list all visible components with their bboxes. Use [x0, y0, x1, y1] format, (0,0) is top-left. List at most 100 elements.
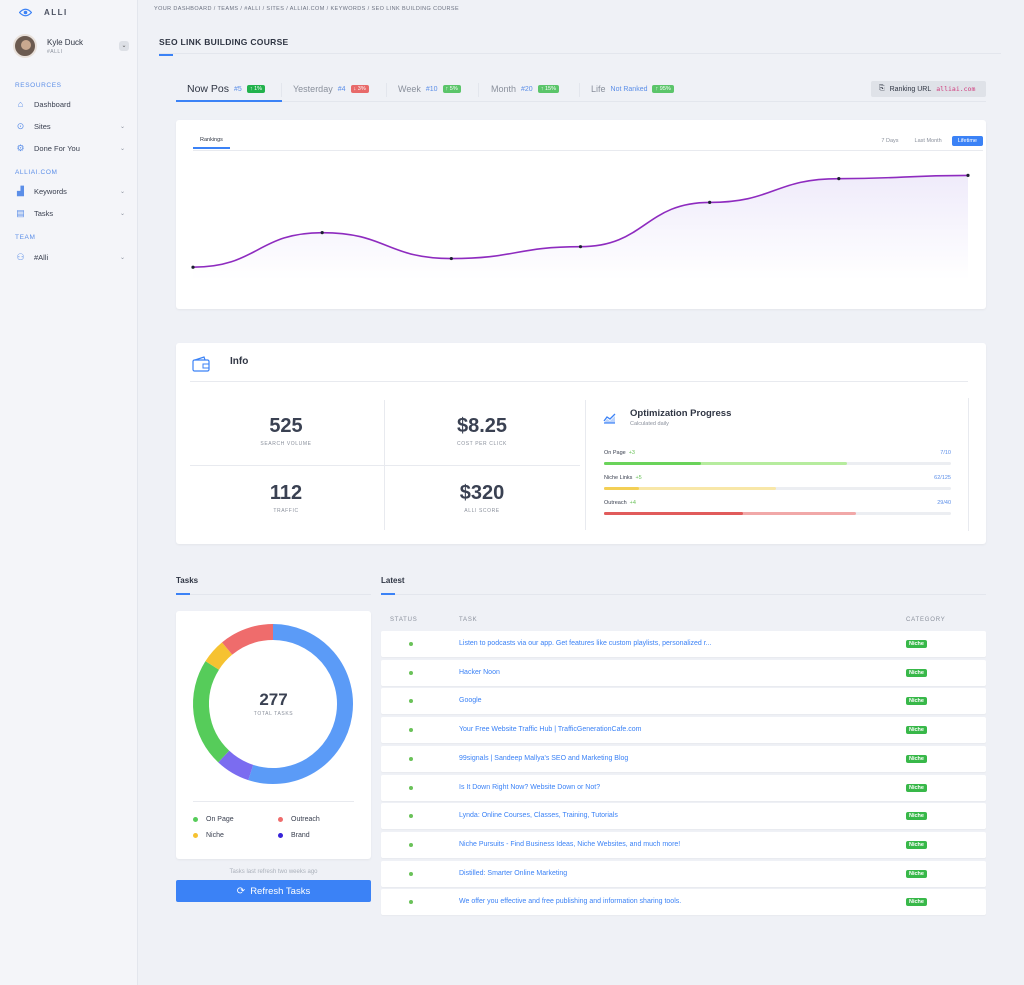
divider [176, 594, 371, 595]
sidebar-item-keywords[interactable]: ▟ Keywords ⌄ [15, 184, 125, 198]
divider [159, 53, 1001, 54]
table-row[interactable]: Google Niche [381, 688, 986, 715]
optimization-title: Optimization Progress [630, 408, 732, 419]
donut-segment-other[interactable] [218, 750, 254, 781]
tab-rankings[interactable]: Rankings [193, 137, 230, 149]
people-icon: ⚇ [16, 251, 25, 262]
refresh-icon: ⟳ [236, 885, 246, 897]
stat-traffic: 112 TRAFFIC [269, 482, 303, 514]
status-dot [409, 670, 413, 675]
tab-month[interactable]: Month #20 ↑ 15% [491, 84, 559, 94]
column-header-category[interactable]: CATEGORY [906, 617, 946, 623]
donut-segment-on-page[interactable] [193, 661, 230, 763]
legend-dot [193, 817, 198, 822]
stat-alli-score: $320 ALLI SCORE [459, 482, 505, 514]
progress-niche-links: Niche Links +5 62/125 [604, 475, 951, 490]
range-last-month[interactable]: Last Month [914, 138, 942, 144]
clipboard-icon: ▤ [16, 207, 25, 218]
task-link[interactable]: Niche Pursuits - Find Business Ideas, Ni… [459, 840, 681, 848]
table-row[interactable]: Your Free Website Traffic Hub | TrafficG… [381, 717, 986, 744]
change-badge: ↑ 1% [246, 85, 266, 93]
column-header-status[interactable]: STATUS [390, 617, 418, 623]
table-row[interactable]: 99signals | Sandeep Mallya's SEO and Mar… [381, 745, 986, 772]
rocket-icon: ⚙ [16, 142, 25, 153]
breadcrumb[interactable]: YOUR DASHBOARD / TEAMS / #ALLI / SITES /… [154, 6, 460, 12]
sidebar-item-tasks[interactable]: ▤ Tasks ⌄ [16, 207, 125, 218]
column-header-task[interactable]: TASK [459, 617, 478, 623]
donut-segment-outreach[interactable] [222, 624, 274, 655]
data-point[interactable] [837, 177, 841, 181]
table-row[interactable]: Hacker Noon Niche [381, 659, 986, 686]
table-row[interactable]: Niche Pursuits - Find Business Ideas, Ni… [381, 831, 986, 858]
status-dot [409, 871, 413, 876]
category-badge: Niche [906, 640, 927, 648]
sidebar-item-alli[interactable]: ⚇ #Alli ⌄ [16, 251, 125, 262]
data-point[interactable] [320, 231, 324, 235]
status-dot [409, 642, 413, 646]
data-point[interactable] [708, 200, 712, 204]
tasks-title: Tasks [176, 576, 199, 585]
legend-on-page: On Page [193, 816, 234, 823]
sidebar-item-done-for-you[interactable]: ⚙ Done For You ⌄ [16, 142, 125, 153]
range-7-days[interactable]: 7 Days [881, 138, 899, 144]
task-link[interactable]: Is It Down Right Now? Website Down or No… [459, 783, 601, 791]
sidebar-item-sites[interactable]: ⊙ Sites ⌄ [16, 120, 125, 131]
section-resources: RESOURCES [15, 82, 62, 89]
active-tab-underline [176, 100, 282, 102]
section-team: TEAM [15, 234, 36, 241]
user-team: #ALLI [47, 49, 63, 55]
category-badge: Niche [906, 812, 927, 821]
progress-bar [604, 462, 951, 465]
chart-icon: ▟ [17, 185, 24, 196]
data-point[interactable] [449, 256, 453, 261]
task-link[interactable]: Distilled: Smarter Online Marketing [459, 869, 568, 877]
refresh-tasks-button[interactable]: ⟳ Refresh Tasks [176, 880, 371, 902]
total-tasks-value: 277 [259, 690, 288, 709]
task-link[interactable]: Listen to podcasts via our app. Get feat… [459, 640, 712, 647]
divider [190, 381, 968, 382]
donut-segment-niche[interactable] [205, 642, 233, 670]
chevron-down-icon: ⌄ [119, 145, 125, 152]
task-link[interactable]: Lynda: Online Courses, Classes, Training… [459, 812, 618, 820]
chevron-down-icon: ⌄ [119, 188, 125, 195]
status-dot [409, 842, 413, 847]
table-row[interactable]: Listen to podcasts via our app. Get feat… [381, 631, 986, 657]
table-row[interactable]: Distilled: Smarter Online Marketing Niche [381, 860, 986, 887]
sidebar: ALLI Kyle Duck #ALLI ⌄ RESOURCES ⌂ Dashbo… [0, 0, 138, 985]
tab-now-pos[interactable]: Now Pos #5 ↑ 1% [187, 83, 266, 95]
change-badge: ↓ 3% [350, 85, 369, 93]
tab-yesterday[interactable]: Yesterday #4 ↓ 3% [293, 84, 369, 94]
progress-bar [604, 487, 951, 490]
legend-dot [278, 817, 283, 822]
divider [193, 150, 983, 151]
donut-segment-brand[interactable] [248, 624, 353, 784]
data-point[interactable] [191, 265, 195, 269]
range-lifetime[interactable]: Lifetime [951, 136, 983, 146]
data-point[interactable] [966, 173, 970, 177]
legend-niche: Niche [193, 832, 224, 839]
tab-life[interactable]: Life Not Ranked ↑ 95% [591, 84, 674, 94]
chevron-down-icon[interactable]: ⌄ [119, 41, 129, 51]
task-link[interactable]: Google [459, 697, 482, 705]
progress-fill [604, 487, 639, 490]
app-logo[interactable]: ALLI [19, 8, 68, 17]
tab-week[interactable]: Week #10 ↑ 5% [398, 84, 461, 94]
legend-outreach: Outreach [278, 816, 320, 823]
sidebar-item-dashboard[interactable]: ⌂ Dashboard [15, 97, 125, 111]
stat-cost-per-click: $8.25 COST PER CLICK [456, 415, 508, 447]
task-link[interactable]: Hacker Noon [459, 668, 500, 676]
task-link[interactable]: Your Free Website Traffic Hub | TrafficG… [459, 726, 642, 734]
task-link[interactable]: We offer you effective and free publishi… [459, 898, 682, 906]
divider [968, 398, 969, 531]
progress-fill [604, 462, 702, 465]
table-row[interactable]: Is It Down Right Now? Website Down or No… [381, 774, 986, 801]
table-row[interactable]: Lynda: Online Courses, Classes, Training… [381, 803, 986, 830]
ranking-url-button[interactable]: ⎘ Ranking URL alliai.com [871, 81, 986, 97]
data-point[interactable] [578, 245, 583, 249]
status-dot [409, 900, 413, 905]
table-row[interactable]: We offer you effective and free publishi… [381, 889, 986, 916]
user-profile[interactable]: Kyle Duck #ALLI ⌄ [13, 34, 131, 60]
task-link[interactable]: 99signals | Sandeep Mallya's SEO and Mar… [459, 754, 629, 762]
divider [579, 83, 580, 97]
title-underline [176, 593, 190, 595]
